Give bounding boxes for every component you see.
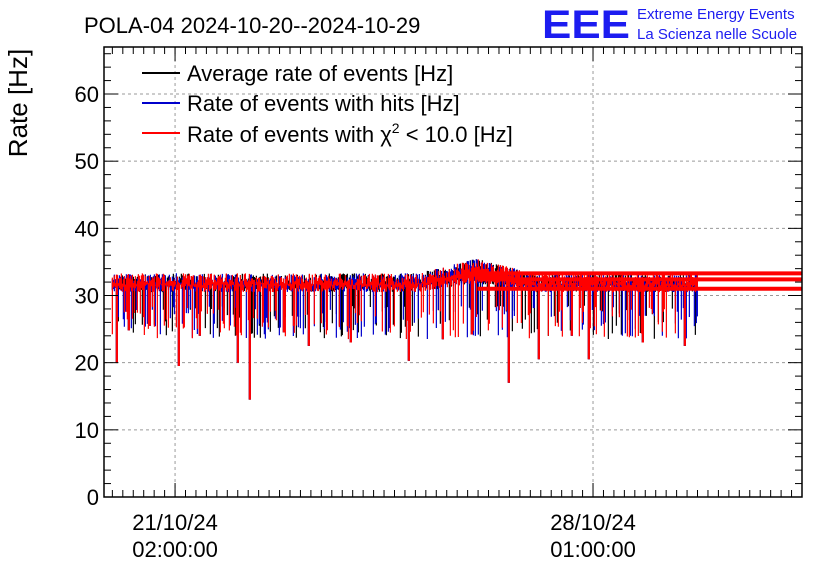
y-tick-label: 20	[75, 351, 99, 376]
legend-chi-label: Rate of events with χ2 < 10.0 [Hz]	[187, 120, 513, 147]
legend: Average rate of events [Hz] Rate of even…	[142, 61, 513, 147]
legend-hits-label: Rate of events with hits [Hz]	[187, 91, 460, 116]
y-tick-label: 30	[75, 284, 99, 309]
x-tick-time-label: 02:00:00	[132, 537, 218, 562]
series-2-trace	[111, 259, 698, 400]
legend-avg-label: Average rate of events [Hz]	[187, 61, 453, 86]
x-tick-date-label: 21/10/24	[132, 510, 218, 535]
y-axis-label: Rate [Hz]	[3, 49, 33, 157]
y-tick-label: 40	[75, 216, 99, 241]
eee-logo-line1: Extreme Energy Events	[637, 6, 795, 23]
eee-logo: EEE Extreme Energy Events La Scienza nel…	[542, 3, 797, 47]
x-tick-date-label: 28/10/24	[550, 510, 636, 535]
chart-title: POLA-04 2024-10-20--2024-10-29	[84, 13, 420, 38]
y-tick-label: 50	[75, 149, 99, 174]
eee-logo-line2: La Scienza nelle Scuole	[637, 26, 797, 43]
y-tick-label: 0	[87, 485, 99, 510]
y-tick-label: 10	[75, 418, 99, 443]
x-tick-time-label: 01:00:00	[550, 537, 636, 562]
plot-frame	[103, 46, 803, 498]
data-series	[111, 259, 802, 400]
y-tick-label: 60	[75, 82, 99, 107]
eee-logo-mark: EEE	[542, 3, 630, 47]
